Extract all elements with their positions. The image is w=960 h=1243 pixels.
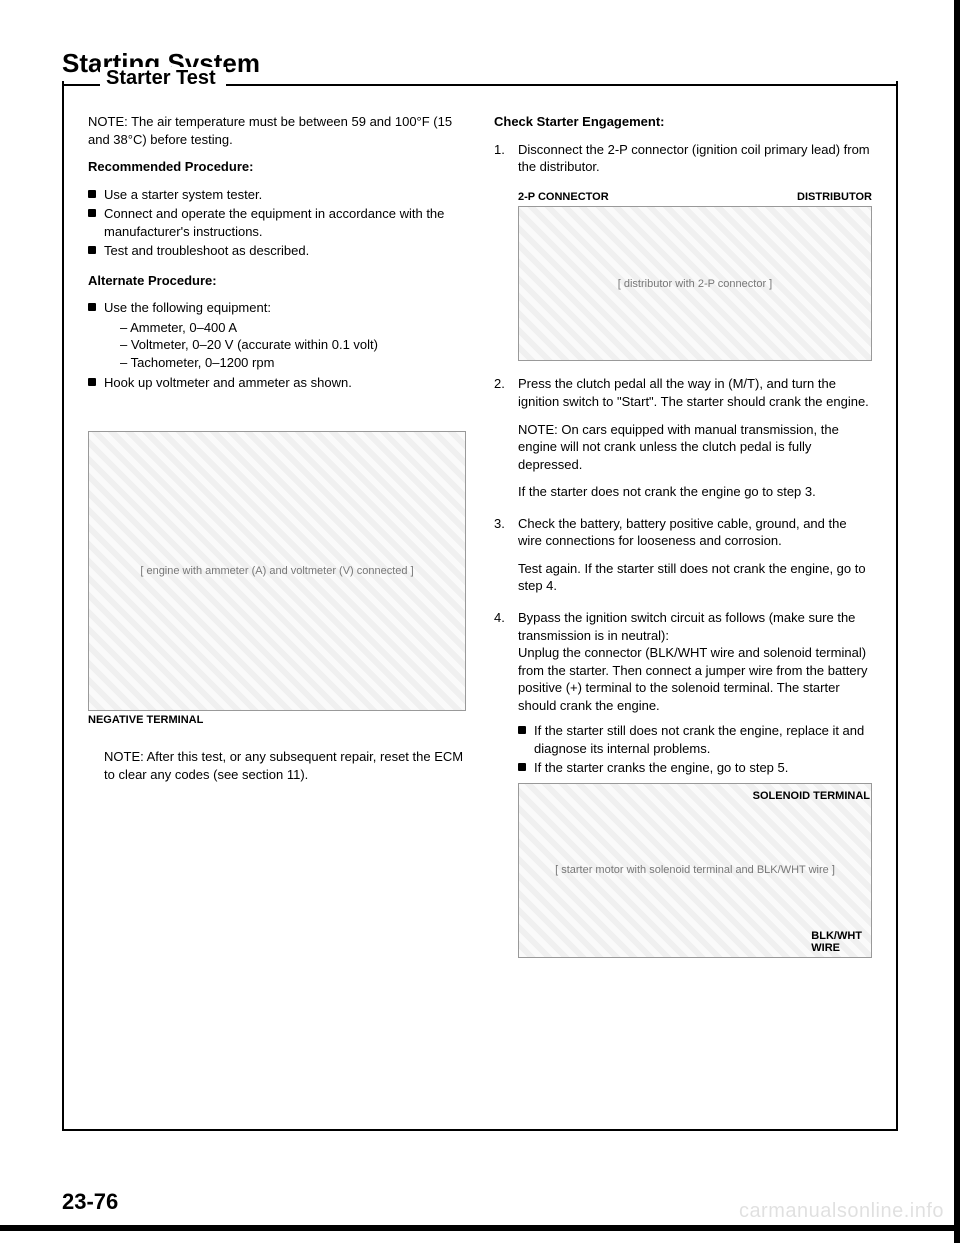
step-number: 1. (494, 141, 505, 159)
alternate-list: Use the following equipment: Ammeter, 0–… (88, 299, 466, 391)
bottom-rule (0, 1225, 960, 1231)
list-item: Connect and operate the equipment in acc… (88, 205, 466, 240)
list-item: Use a starter system tester. (88, 186, 466, 204)
page: Starting System Starter Test NOTE: The a… (0, 0, 960, 1243)
step-number: 4. (494, 609, 505, 627)
figure-label-solenoid: SOLENOID TERMINAL (753, 789, 870, 804)
step-number: 2. (494, 375, 505, 393)
steps-list: 1. Disconnect the 2-P connector (ignitio… (494, 141, 872, 958)
list-item: Test and troubleshoot as described. (88, 242, 466, 260)
figure-label-row: 2-P CONNECTOR DISTRIBUTOR (518, 190, 872, 205)
list-item: Voltmeter, 0–20 V (accurate within 0.1 v… (120, 336, 466, 354)
right-column: Check Starter Engagement: 1. Disconnect … (494, 113, 872, 1105)
columns: NOTE: The air temperature must be betwee… (88, 113, 872, 1105)
list-item: Tachometer, 0–1200 rpm (120, 354, 466, 372)
note-text: NOTE: The air temperature must be betwee… (88, 113, 466, 148)
section-box: Starter Test NOTE: The air temperature m… (62, 81, 898, 1131)
step-body: Unplug the connector (BLK/WHT wire and s… (518, 644, 872, 714)
figure-label-right: DISTRIBUTOR (797, 190, 872, 205)
step-3: 3. Check the battery, battery positive c… (494, 515, 872, 595)
section-title-wrap: Starter Test (62, 67, 898, 90)
figure-label-left: 2-P CONNECTOR (518, 190, 609, 205)
step-text: Check the battery, battery positive cabl… (518, 516, 847, 549)
list-item-text: Use the following equipment: (104, 300, 271, 315)
step-4: 4. Bypass the ignition switch circuit as… (494, 609, 872, 958)
figure-label-wire: BLK/WHT WIRE (811, 930, 862, 954)
section-title: Starter Test (100, 67, 226, 90)
step-note: NOTE: On cars equipped with manual trans… (518, 421, 872, 474)
list-item: Hook up voltmeter and ammeter as shown. (88, 374, 466, 392)
alternate-header: Alternate Procedure: (88, 272, 466, 290)
rule (62, 84, 100, 86)
list-item: Use the following equipment: Ammeter, 0–… (88, 299, 466, 371)
list-item: If the starter still does not crank the … (518, 722, 872, 757)
figure-starter: [ starter motor with solenoid terminal a… (518, 783, 872, 958)
step-text: Press the clutch pedal all the way in (M… (518, 376, 869, 409)
check-header: Check Starter Engagement: (494, 113, 872, 131)
watermark: carmanualsonline.info (739, 1200, 944, 1223)
step4-bullets: If the starter still does not crank the … (518, 722, 872, 777)
step-1: 1. Disconnect the 2-P connector (ignitio… (494, 141, 872, 362)
recommended-header: Recommended Procedure: (88, 158, 466, 176)
note-text: NOTE: After this test, or any subsequent… (88, 748, 466, 783)
figure-caption: NEGATIVE TERMINAL (88, 713, 466, 728)
step-number: 3. (494, 515, 505, 533)
figure-placeholder: [ engine with ammeter (A) and voltmeter … (88, 431, 466, 711)
page-number: 23-76 (62, 1189, 118, 1215)
step-text: Disconnect the 2-P connector (ignition c… (518, 142, 870, 175)
rule (226, 84, 898, 86)
figure-placeholder: [ distributor with 2-P connector ] (518, 206, 872, 361)
recommended-list: Use a starter system tester. Connect and… (88, 186, 466, 260)
figure-meters: [ engine with ammeter (A) and voltmeter … (88, 431, 466, 728)
step-test: Test again. If the starter still does no… (518, 560, 872, 595)
list-item: If the starter cranks the engine, go to … (518, 759, 872, 777)
figure-distributor: 2-P CONNECTOR DISTRIBUTOR [ distributor … (518, 190, 872, 362)
step-if: If the starter does not crank the engine… (518, 483, 872, 501)
equipment-list: Ammeter, 0–400 A Voltmeter, 0–20 V (accu… (104, 319, 466, 372)
right-edge (954, 0, 960, 1243)
list-item: Ammeter, 0–400 A (120, 319, 466, 337)
left-column: NOTE: The air temperature must be betwee… (88, 113, 466, 1105)
step-text: Bypass the ignition switch circuit as fo… (518, 610, 855, 643)
step-2: 2. Press the clutch pedal all the way in… (494, 375, 872, 500)
